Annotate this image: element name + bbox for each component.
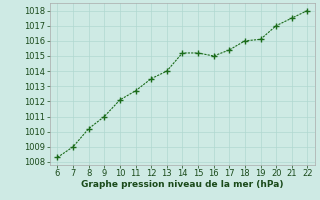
X-axis label: Graphe pression niveau de la mer (hPa): Graphe pression niveau de la mer (hPa) — [81, 180, 284, 189]
